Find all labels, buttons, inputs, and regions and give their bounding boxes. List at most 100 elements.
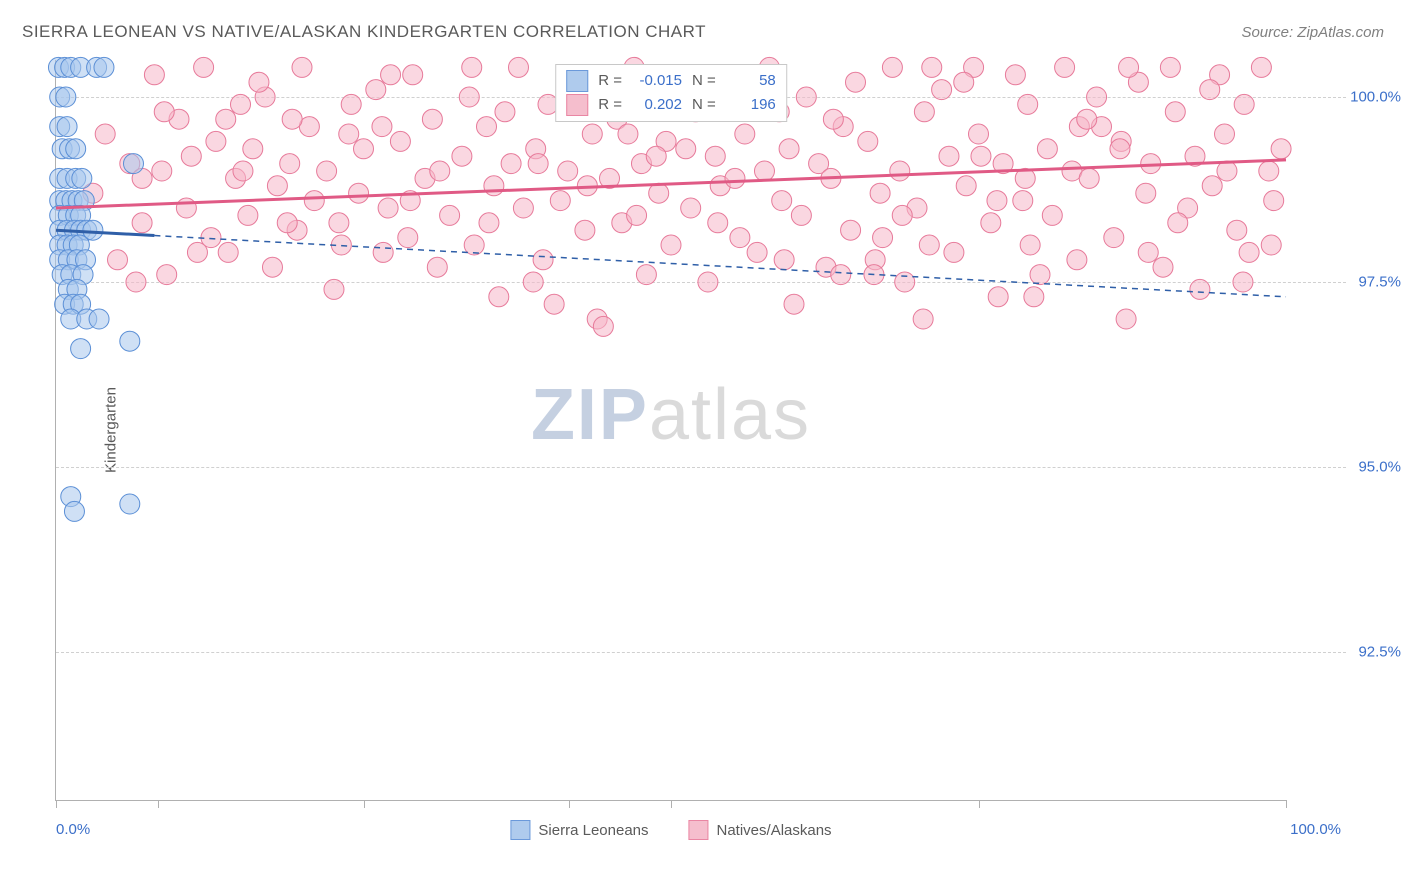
data-point	[1087, 87, 1107, 107]
data-point	[1153, 257, 1173, 277]
data-point	[1202, 176, 1222, 196]
data-point	[452, 146, 472, 166]
ytick-label: 97.5%	[1301, 274, 1401, 291]
xtick-label-right: 100.0%	[1290, 821, 1341, 838]
data-point	[1067, 250, 1087, 270]
data-point	[1190, 279, 1210, 299]
data-point	[501, 154, 521, 174]
data-point	[187, 242, 207, 262]
data-point	[64, 501, 84, 521]
data-point	[890, 161, 910, 181]
data-point	[873, 228, 893, 248]
data-point	[913, 309, 933, 329]
legend-swatch-blue	[510, 820, 530, 840]
data-point	[489, 287, 509, 307]
source-label: Source: ZipAtlas.com	[1241, 24, 1384, 41]
data-point	[144, 65, 164, 85]
data-point	[747, 242, 767, 262]
data-point	[349, 183, 369, 203]
data-point	[57, 117, 77, 137]
data-point	[636, 265, 656, 285]
data-point	[1030, 265, 1050, 285]
data-point	[157, 265, 177, 285]
legend-swatch-pink	[566, 94, 588, 116]
data-point	[705, 146, 725, 166]
data-point	[1271, 139, 1291, 159]
data-point	[919, 235, 939, 255]
ytick-label: 100.0%	[1301, 89, 1401, 106]
data-point	[1024, 287, 1044, 307]
ytick-label: 92.5%	[1301, 644, 1401, 661]
xtick	[158, 800, 159, 808]
data-point	[267, 176, 287, 196]
xtick-label-left: 0.0%	[56, 821, 90, 838]
data-point	[132, 213, 152, 233]
data-point	[430, 161, 450, 181]
data-point	[528, 154, 548, 174]
data-point	[66, 139, 86, 159]
data-point	[558, 161, 578, 181]
data-point	[56, 87, 76, 107]
data-point	[892, 205, 912, 225]
data-point	[479, 213, 499, 233]
data-point	[1215, 124, 1235, 144]
data-point	[981, 213, 1001, 233]
data-point	[969, 124, 989, 144]
data-point	[914, 102, 934, 122]
data-point	[95, 124, 115, 144]
data-point	[730, 228, 750, 248]
data-point	[233, 161, 253, 181]
data-point	[262, 257, 282, 277]
data-point	[1233, 272, 1253, 292]
data-point	[282, 109, 302, 129]
data-point	[277, 213, 297, 233]
data-point	[1239, 242, 1259, 262]
data-point	[427, 257, 447, 277]
data-point	[846, 72, 866, 92]
data-point	[725, 168, 745, 188]
data-point	[1138, 242, 1158, 262]
data-point	[954, 72, 974, 92]
data-point	[575, 220, 595, 240]
data-point	[593, 316, 613, 336]
data-point	[324, 279, 344, 299]
data-point	[627, 205, 647, 225]
data-point	[194, 57, 214, 77]
data-point	[988, 287, 1008, 307]
data-point	[533, 250, 553, 270]
data-point	[108, 250, 128, 270]
data-point	[1077, 109, 1097, 129]
data-point	[304, 191, 324, 211]
data-point	[922, 57, 942, 77]
data-point	[1165, 102, 1185, 122]
data-point	[154, 102, 174, 122]
data-point	[1259, 161, 1279, 181]
data-point	[698, 272, 718, 292]
data-point	[120, 331, 140, 351]
data-point	[708, 213, 728, 233]
data-point	[858, 131, 878, 151]
scatter-layer	[56, 60, 1286, 800]
data-point	[513, 198, 533, 218]
data-point	[754, 161, 774, 181]
data-point	[1116, 309, 1136, 329]
data-point	[120, 494, 140, 514]
data-point	[735, 124, 755, 144]
data-point	[1119, 57, 1139, 77]
data-point	[971, 146, 991, 166]
data-point	[1261, 235, 1281, 255]
data-point	[243, 139, 263, 159]
data-point	[882, 57, 902, 77]
data-point	[1110, 139, 1130, 159]
data-point	[280, 154, 300, 174]
data-point	[71, 339, 91, 359]
data-point	[1013, 191, 1033, 211]
data-point	[661, 235, 681, 255]
data-point	[89, 309, 109, 329]
xtick	[979, 800, 980, 808]
data-point	[1264, 191, 1284, 211]
data-point	[932, 80, 952, 100]
chart-title: SIERRA LEONEAN VS NATIVE/ALASKAN KINDERG…	[22, 22, 706, 42]
data-point	[870, 183, 890, 203]
data-point	[779, 139, 799, 159]
